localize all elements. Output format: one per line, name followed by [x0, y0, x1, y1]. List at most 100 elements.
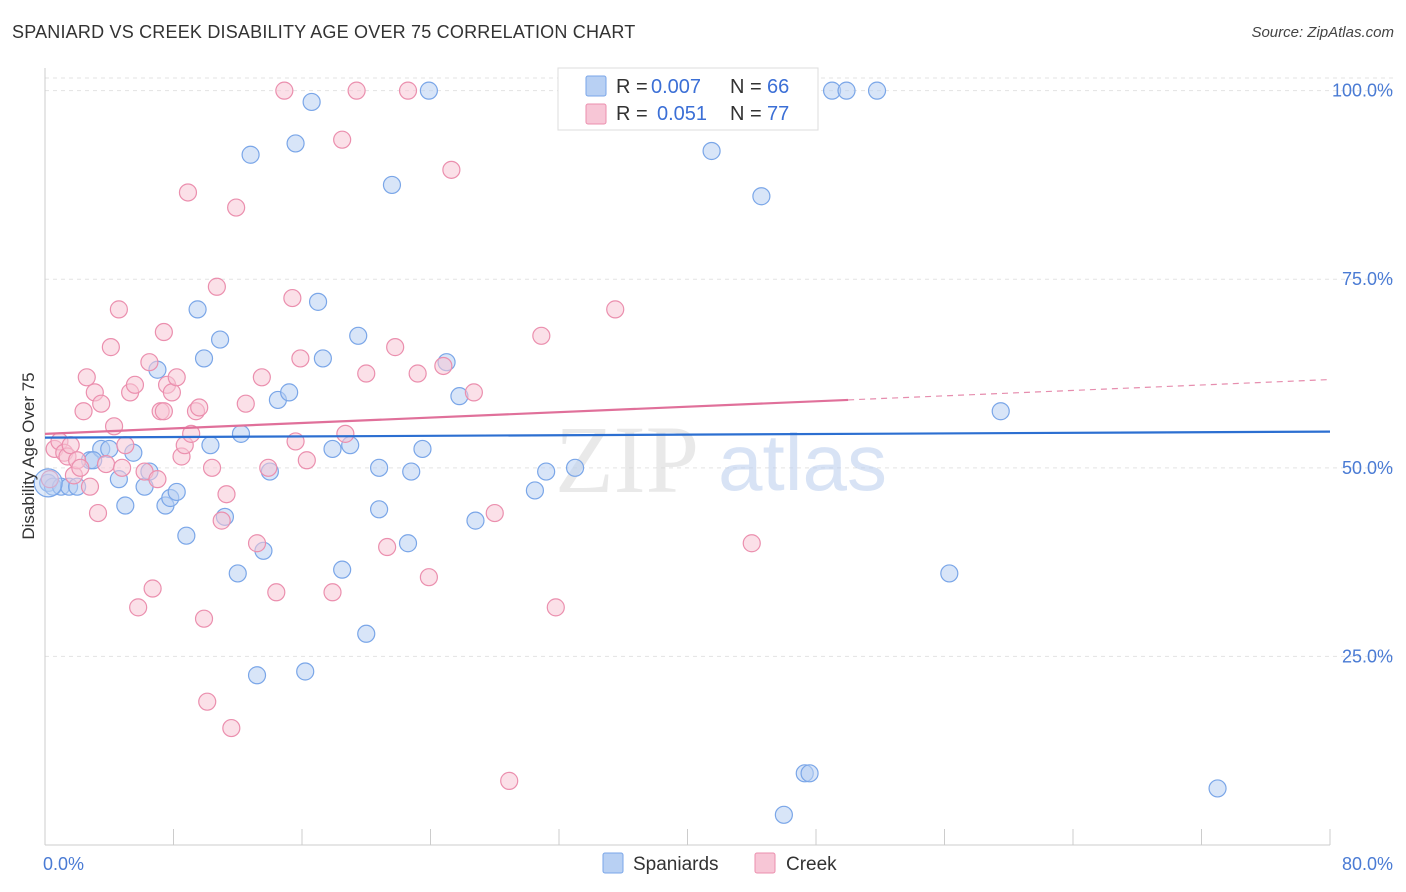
spaniards-point	[867, 81, 887, 100]
legend-n-value-2: 77	[767, 103, 789, 125]
creek-point	[140, 353, 159, 372]
spaniards-point	[188, 300, 207, 319]
spaniards-point	[398, 534, 418, 553]
creek-point	[154, 322, 173, 342]
spaniards-point	[33, 468, 63, 498]
creek-point	[167, 368, 186, 387]
creek-trend-extension	[848, 378, 1331, 401]
creek-point	[116, 436, 135, 455]
spaniards-point	[247, 666, 267, 685]
series-legend: Spaniards Creek	[602, 852, 837, 875]
y-tick-label: 100.0%	[1332, 81, 1393, 101]
spaniards-point	[296, 662, 315, 681]
spaniards-point	[333, 560, 352, 579]
trend-lines	[44, 378, 1331, 439]
creek-swatch	[585, 103, 607, 125]
creek-point	[333, 130, 352, 149]
creek-point	[297, 451, 316, 470]
creek-point	[182, 424, 201, 443]
creek-point	[347, 81, 366, 100]
axes	[44, 68, 1331, 846]
x-tick-label-min: 0.0%	[43, 854, 84, 874]
legend-r-value-1: 0.007	[651, 76, 701, 98]
creek-point	[212, 511, 231, 530]
legend-r-label-2: R =	[616, 103, 648, 125]
creek-point	[92, 394, 111, 413]
spaniards-point	[565, 458, 585, 477]
y-axis-label: Disability Age Over 75	[19, 372, 38, 539]
creek-point	[40, 470, 59, 489]
spaniards-point	[177, 526, 196, 545]
spaniards-point	[537, 462, 556, 481]
spaniards-point	[194, 349, 214, 368]
creek-point	[386, 338, 405, 357]
creek-point	[283, 288, 302, 308]
spaniards-point	[774, 805, 793, 824]
spaniards-point	[313, 349, 332, 368]
creek-point	[419, 568, 438, 587]
spaniards-point	[800, 764, 819, 783]
tick-labels: 25.0% 50.0% 75.0% 100.0% 0.0% 80.0%	[43, 81, 1393, 874]
creek-point	[291, 349, 310, 368]
creek-point	[71, 458, 90, 477]
watermark: ZIP atlas	[555, 406, 887, 513]
spaniards-swatch	[585, 75, 607, 97]
creek-point	[267, 583, 286, 602]
data-points	[33, 81, 1227, 824]
creek-point	[252, 368, 271, 387]
y-tick-label: 25.0%	[1342, 646, 1393, 666]
creek-point	[194, 609, 214, 628]
spaniards-point	[419, 81, 438, 100]
creek-point	[442, 160, 461, 179]
creek-point	[742, 534, 761, 553]
creek-point	[336, 424, 355, 443]
legend-n-label-2: N =	[730, 103, 762, 125]
spaniards-point	[702, 141, 721, 161]
creek-point	[143, 579, 162, 598]
creek-point	[207, 277, 226, 296]
creek-point	[125, 375, 145, 394]
y-tick-label: 75.0%	[1342, 269, 1393, 289]
creek-point	[227, 198, 246, 217]
x-tick-label-max: 80.0%	[1342, 854, 1393, 874]
spaniards-point	[286, 134, 305, 153]
legend-n-label-1: N =	[730, 76, 762, 98]
creek-point	[190, 398, 209, 417]
creek-point	[532, 326, 551, 345]
creek-point	[88, 503, 108, 523]
spaniards-point	[308, 292, 328, 311]
creek-point	[247, 534, 267, 553]
creek-point	[96, 454, 116, 474]
creek-point	[398, 81, 418, 100]
creek-point	[129, 598, 148, 617]
spaniards-point	[210, 330, 230, 349]
spaniards-point	[1208, 779, 1227, 798]
chart-title: SPANIARD VS CREEK DISABILITY AGE OVER 75…	[12, 22, 636, 42]
spaniards-point	[100, 439, 119, 459]
creek-point	[162, 383, 181, 402]
spaniards-point	[413, 439, 432, 459]
creek-point	[500, 771, 519, 790]
y-tick-label: 50.0%	[1342, 458, 1393, 478]
watermark-atlas: atlas	[718, 418, 887, 507]
legend-creek-label: Creek	[786, 854, 837, 875]
grid-lines	[45, 77, 1395, 657]
spaniards-point	[231, 424, 251, 443]
creek-point	[606, 300, 625, 319]
creek-point	[202, 458, 222, 477]
creek-point	[546, 598, 565, 617]
spaniards-trend-line	[44, 430, 1331, 439]
spaniards-point	[357, 624, 376, 643]
creek-point	[408, 364, 427, 383]
spaniards-point	[201, 436, 220, 455]
legend-n-value-1: 66	[767, 76, 789, 98]
legend-r-label-1: R =	[616, 76, 648, 98]
stats-legend: R = 0.007 N = 66 R = 0.051 N = 77	[557, 67, 819, 131]
spaniards-point	[940, 564, 959, 583]
spaniards-point	[349, 326, 368, 345]
creek-point	[275, 81, 294, 100]
spaniards-point	[837, 81, 856, 100]
creek-point	[198, 692, 217, 711]
creek-point	[109, 300, 128, 319]
